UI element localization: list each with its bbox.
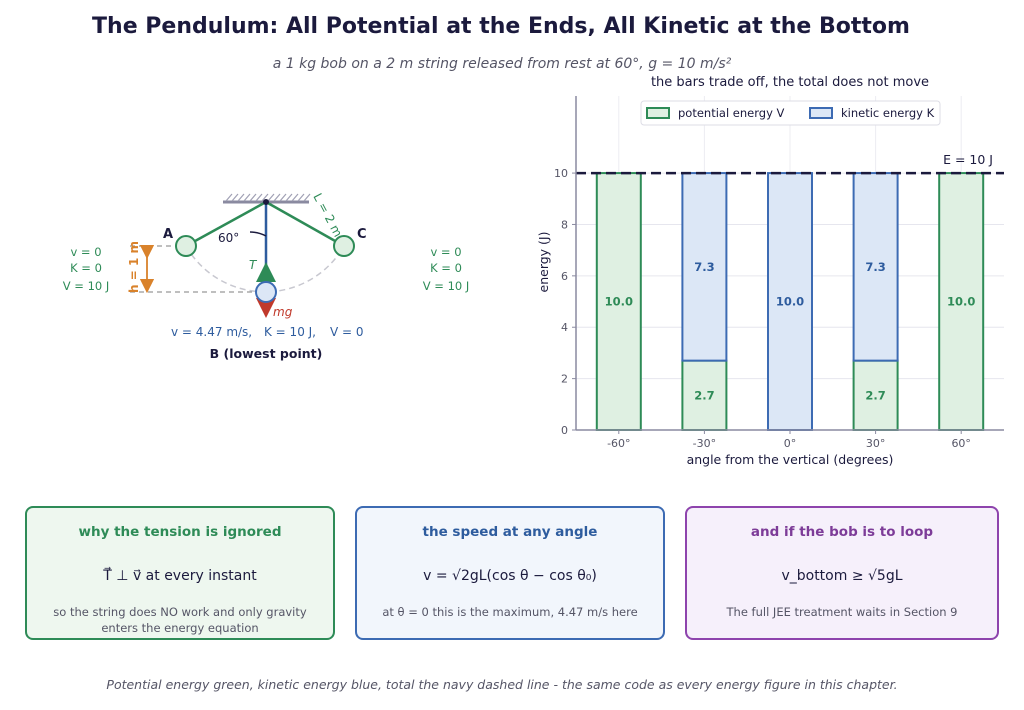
speed-card: the speed at any angle v = √2gL(cos θ − … [355,506,665,640]
bob-c [333,235,355,257]
point-a-label: A [163,227,173,242]
tension-label: T [249,258,258,272]
bar-potential-label: 2.7 [865,388,885,402]
x-tick-label: 0° [784,437,797,450]
angle-label: 60° [218,231,239,245]
tension-card: why the tension is ignored T⃗ ⊥ v⃗ at ev… [25,506,335,640]
angle-arc [249,231,267,237]
bar-potential-label: 10.0 [605,295,633,309]
tension-card-note: so the string does NO work and only grav… [53,605,307,635]
bar-kinetic-label: 7.3 [865,260,885,274]
bar-kinetic-label: 10.0 [776,295,804,309]
bottom-state-energy: V = 0 [330,325,364,339]
right-state-v: v = 0 [430,245,461,259]
legend-swatch-potential [646,107,670,119]
left-state-energy: V = 10 J [63,279,110,293]
y-tick-label: 6 [561,270,568,283]
loop-card-note: The full JEE treatment waits in Section … [726,605,958,619]
bottom-state-k: K = 10 J, [264,325,316,339]
y-tick-label: 4 [561,321,568,334]
x-tick-label: -30° [693,437,716,450]
loop-card-title: and if the bob is to loop [750,524,934,540]
footer-caption: Potential energy green, kinetic energy b… [106,677,898,692]
chart-axes: -60° -30° 0° 30° 60° 0 2 4 6 8 10 [554,96,1004,450]
chart-title: the bars trade off, the total does not m… [650,75,930,90]
x-tick-label: -60° [607,437,630,450]
chart-ylabel: energy (J) [536,232,551,293]
bar-potential [938,172,985,431]
bar-potential [595,172,642,431]
bar-kinetic-label: 7.3 [694,260,714,274]
right-state-energy: V = 10 J [423,279,470,293]
left-state-v: v = 0 [70,245,101,259]
bar-potential [681,359,728,431]
chart-bars: 10.0 2.7 7.3 10.0 2.7 7.3 10.0 [576,171,1004,431]
y-tick-label: 10 [554,167,568,180]
y-tick-label: 2 [561,373,568,386]
string-right [265,200,345,248]
weight-label: mg [273,305,293,319]
chart-legend: potential energy V kinetic energy K [640,100,941,126]
legend-label-kinetic: kinetic energy K [841,106,935,120]
bob-a [175,235,197,257]
point-c-label: C [357,227,367,242]
bottom-state-speed: v = 4.47 m/s, [171,325,252,339]
bar-kinetic [767,172,813,431]
speed-card-title: the speed at any angle [422,524,598,540]
legend-swatch-kinetic [809,107,833,119]
energy-chart: 10.02.77.310.02.77.310.0 -60° -30° 0° 30° 60… [536,96,1004,467]
speed-card-formula: v = √2gL(cos θ − cos θ₀) [423,568,597,584]
page-subtitle: a 1 kg bob on a 2 m string released from… [272,56,732,72]
right-state-k: K = 0 [430,261,462,275]
y-tick-label: 0 [561,424,568,437]
bar-potential-label: 2.7 [694,388,714,402]
total-energy-label: E = 10 J [943,152,993,167]
bob-b [255,281,277,303]
y-tick-label: 8 [561,218,568,231]
pendulum-diagram: 60° L = 2 m h = 1 m T mg A C v = 0 K = 0… [63,191,470,361]
legend-label-potential: potential energy V [678,106,785,120]
page-title: The Pendulum: All Potential at the Ends,… [92,14,910,39]
left-state-k: K = 0 [70,261,102,275]
legend-box [640,100,941,126]
length-label: L = 2 m [310,191,345,240]
bottom-caption: B (lowest point) [210,346,323,361]
x-tick-label: 60° [951,437,971,450]
pivot [263,199,269,205]
tension-card-formula: T⃗ ⊥ v⃗ at every instant [103,568,257,584]
chart-xlabel: angle from the vertical (degrees) [687,452,894,467]
speed-card-note: at θ = 0 this is the maximum, 4.47 m/s h… [382,605,638,619]
bar-kinetic [852,172,899,362]
x-tick-label: 30° [866,437,886,450]
tension-card-title: why the tension is ignored [78,524,282,540]
height-label: h = 1 m [127,241,141,293]
bar-potential-label: 10.0 [947,295,975,309]
loop-card: and if the bob is to loop v_bottom ≥ √5g… [685,506,999,640]
string-left [185,200,267,248]
loop-card-formula: v_bottom ≥ √5gL [781,568,903,584]
